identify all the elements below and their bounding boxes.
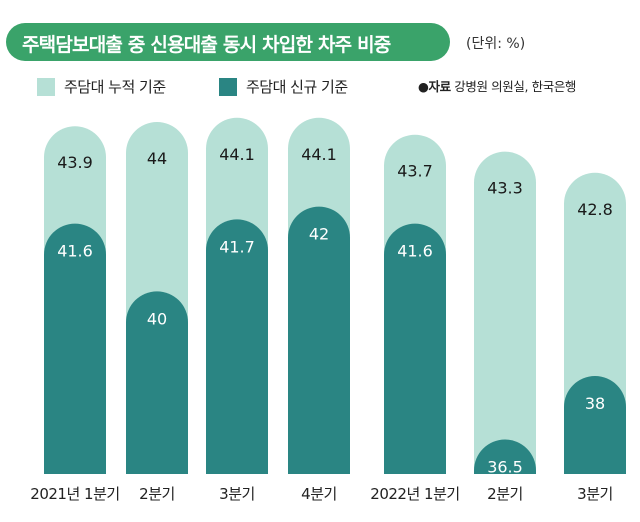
chart-title: 주택담보대출 중 신용대출 동시 차입한 차주 비중 [22, 34, 391, 56]
value-label-new: 41.7 [219, 237, 255, 256]
bar-new [44, 223, 106, 474]
value-label-cumulative: 42.8 [577, 200, 613, 219]
x-tick-label: 2분기 [487, 485, 523, 503]
source-text: 강병원 의원실, 한국은행 [454, 79, 577, 94]
legend-swatch-cumulative [37, 78, 55, 96]
value-label-new: 40 [147, 309, 167, 328]
bar-cumulative [474, 151, 536, 475]
value-label-new: 41.6 [397, 242, 433, 261]
bar-new [206, 219, 268, 474]
value-label-new: 41.6 [57, 242, 93, 261]
source-note: ●자료 강병원 의원실, 한국은행 [418, 76, 576, 95]
bar-new [288, 206, 350, 474]
title-banner [6, 23, 450, 61]
x-tick-label: 3분기 [219, 485, 255, 503]
value-label-cumulative: 44 [147, 149, 167, 168]
value-label-new: 36.5 [487, 458, 523, 477]
legend-swatch-new [219, 78, 237, 96]
x-tick-label: 2분기 [139, 485, 175, 503]
value-label-cumulative: 44.1 [219, 145, 255, 164]
source-prefix: ●자료 [418, 79, 451, 94]
value-label-new: 42 [309, 225, 329, 244]
value-label-cumulative: 43.9 [57, 153, 93, 172]
legend-label-new: 주담대 신규 기준 [246, 78, 348, 96]
legend-label-cumulative: 주담대 누적 기준 [64, 78, 166, 96]
x-tick-label: 4분기 [301, 485, 337, 503]
value-label-cumulative: 43.7 [397, 162, 433, 181]
bar-new [474, 439, 536, 474]
bar-new [384, 223, 446, 474]
bar-new [126, 291, 188, 474]
x-tick-label: 2022년 1분기 [370, 485, 459, 503]
x-tick-label: 2021년 1분기 [30, 485, 119, 503]
value-label-cumulative: 43.3 [487, 179, 523, 198]
bar-new [564, 376, 626, 474]
value-label-new: 38 [585, 394, 605, 413]
value-label-cumulative: 44.1 [301, 145, 337, 164]
unit-label: (단위: %) [466, 36, 526, 52]
x-tick-label: 3분기 [577, 485, 613, 503]
